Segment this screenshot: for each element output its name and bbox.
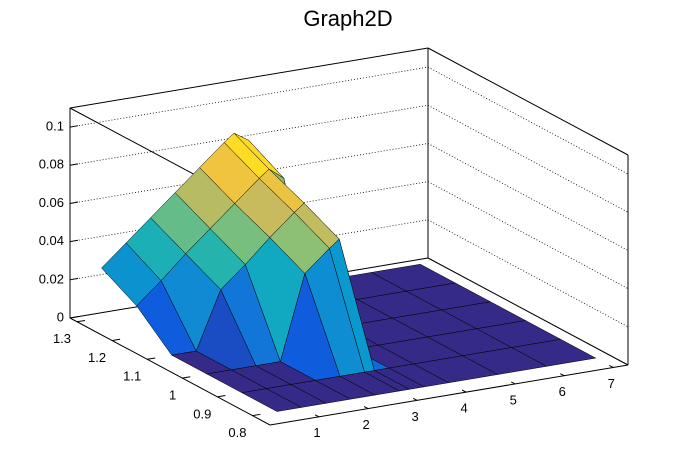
x-tick-label: 6 bbox=[559, 384, 566, 399]
y-tick bbox=[252, 413, 261, 417]
x-tick-label: 2 bbox=[362, 417, 369, 432]
y-tick bbox=[182, 376, 191, 379]
x-tick-label: 1 bbox=[313, 425, 320, 440]
x-tick bbox=[560, 373, 565, 377]
x-tick bbox=[363, 406, 369, 410]
x-tick-label: 7 bbox=[608, 376, 615, 391]
x-tick bbox=[510, 381, 516, 385]
z-tick-label: 0.08 bbox=[39, 157, 64, 172]
x-tick bbox=[609, 365, 614, 368]
grid-line bbox=[427, 143, 629, 251]
y-tick bbox=[147, 357, 156, 360]
x-tick bbox=[412, 397, 418, 401]
y-tick-label: 1 bbox=[169, 388, 176, 403]
x-tick-label: 4 bbox=[461, 401, 468, 416]
box-edge bbox=[69, 317, 271, 426]
y-tick bbox=[76, 319, 86, 323]
y-tick-label: 1.1 bbox=[123, 369, 141, 384]
x-tick bbox=[461, 389, 467, 393]
z-tick-label: 0.1 bbox=[46, 119, 64, 134]
z-tick-label: 0.02 bbox=[39, 271, 64, 286]
grid-line bbox=[69, 104, 429, 166]
z-tick bbox=[69, 239, 79, 243]
grid-line bbox=[427, 257, 629, 366]
box-edge bbox=[69, 47, 429, 109]
x-tick-label: 3 bbox=[412, 409, 419, 424]
z-tick bbox=[69, 201, 79, 204]
y-tick bbox=[112, 338, 121, 342]
x-tick-label: 5 bbox=[510, 392, 517, 407]
grid-line bbox=[69, 181, 429, 243]
y-tick-label: 0.9 bbox=[193, 406, 211, 421]
z-tick bbox=[69, 125, 79, 128]
y-tick-label: 0.8 bbox=[228, 425, 246, 440]
z-tick bbox=[69, 277, 79, 281]
grid-line bbox=[69, 143, 429, 204]
grid-line bbox=[427, 219, 629, 328]
grid-line bbox=[69, 66, 429, 128]
y-tick-label: 1.2 bbox=[88, 350, 106, 365]
grid-line bbox=[427, 66, 629, 175]
z-tick-label: 0.06 bbox=[39, 195, 64, 210]
grid-line bbox=[427, 181, 629, 289]
z-tick bbox=[69, 163, 79, 166]
z-tick-label: 0 bbox=[57, 309, 64, 324]
box-edge bbox=[269, 364, 629, 426]
grid-line bbox=[427, 104, 629, 213]
z-tick-label: 0.04 bbox=[39, 233, 64, 248]
y-tick bbox=[217, 395, 226, 398]
y-tick-label: 1.3 bbox=[53, 331, 71, 346]
surface-patch bbox=[241, 388, 303, 412]
z-tick bbox=[69, 316, 79, 319]
box-edge bbox=[427, 47, 629, 156]
grid-line bbox=[69, 257, 429, 319]
x-tick bbox=[314, 414, 320, 418]
chart-title: Graph2D bbox=[303, 6, 392, 31]
